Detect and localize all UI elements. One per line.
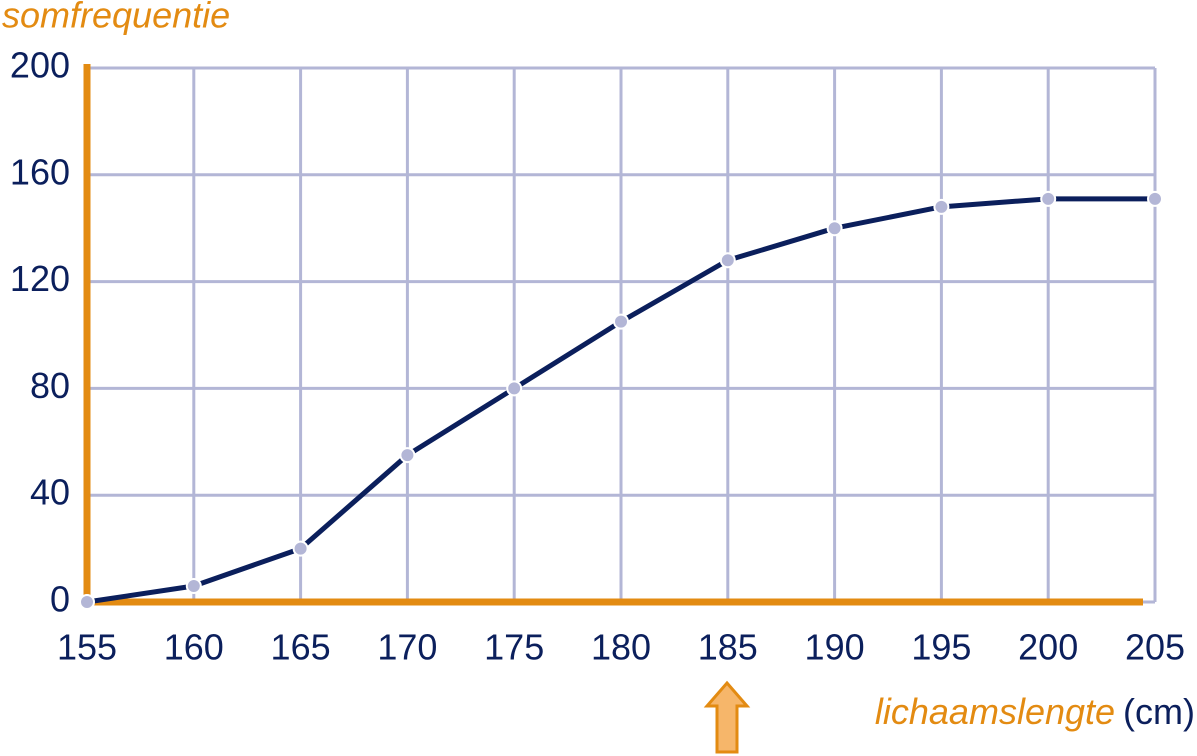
- x-tick-label: 170: [377, 627, 437, 668]
- data-point: [933, 198, 950, 215]
- arrow-marker: [703, 680, 751, 754]
- x-axis-unit: (cm): [1123, 691, 1195, 732]
- x-tick-label: 175: [484, 627, 544, 668]
- x-axis-label: lichaamslengte (cm): [875, 691, 1195, 732]
- y-tick-label: 120: [10, 258, 70, 299]
- x-tick-label: 165: [271, 627, 331, 668]
- data-point: [1040, 190, 1057, 207]
- y-tick-label: 200: [10, 45, 70, 86]
- data-point: [719, 252, 736, 269]
- x-axis-title: lichaamslengte: [875, 691, 1115, 732]
- x-tick-label: 185: [698, 627, 758, 668]
- x-tick-label: 155: [57, 627, 117, 668]
- data-point: [79, 594, 95, 610]
- y-axis-label: somfrequentie: [2, 0, 230, 36]
- y-tick-label: 160: [10, 151, 70, 192]
- y-tick-label: 80: [30, 365, 70, 406]
- data-point: [292, 540, 309, 557]
- x-tick-label: 190: [805, 627, 865, 668]
- data-point: [613, 313, 629, 330]
- y-tick-label: 40: [30, 472, 70, 513]
- data-point: [1147, 190, 1163, 207]
- x-tick-label: 200: [1018, 627, 1078, 668]
- y-tick-label: 0: [50, 579, 70, 620]
- x-tick-label: 180: [591, 627, 651, 668]
- x-tick-label: 205: [1125, 627, 1185, 668]
- data-point: [826, 220, 843, 237]
- data-point: [399, 447, 416, 464]
- data-point: [185, 577, 202, 594]
- data-point: [506, 380, 523, 397]
- x-tick-label: 160: [164, 627, 224, 668]
- x-tick-label: 195: [911, 627, 971, 668]
